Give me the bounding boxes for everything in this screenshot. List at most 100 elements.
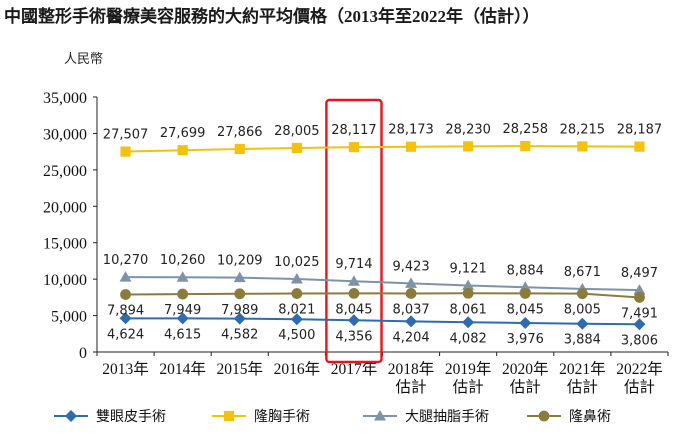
- data-label: 4,082: [450, 331, 487, 346]
- data-label: 4,500: [278, 328, 315, 343]
- data-label: 10,209: [217, 254, 263, 269]
- data-label: 28,215: [560, 122, 606, 137]
- y-tick-label: 10,000: [43, 272, 87, 289]
- data-label: 8,045: [335, 302, 372, 317]
- legend-label: 大腿抽脂手術: [405, 409, 489, 425]
- data-point: [176, 271, 189, 282]
- data-label: 8,061: [450, 302, 487, 317]
- legend-label: 隆胸手術: [254, 409, 310, 425]
- data-label: 9,714: [335, 257, 372, 272]
- data-point: [576, 288, 588, 300]
- y-tick-label: 0: [79, 345, 87, 362]
- data-label: 4,615: [164, 327, 201, 342]
- data-label: 4,624: [107, 327, 144, 342]
- legend-label: 隆鼻術: [569, 408, 611, 425]
- legend-marker: [374, 410, 386, 421]
- y-tick-label: 15,000: [43, 236, 87, 253]
- data-point: [120, 289, 131, 300]
- data-point: [177, 145, 188, 156]
- x-tick-label: 2017年: [331, 360, 378, 378]
- data-point: [291, 288, 303, 299]
- series-line: [125, 317, 640, 326]
- data-point: [463, 141, 474, 152]
- x-tick-label: 2014年: [159, 360, 206, 378]
- legend-item-3: 大腿抽脂手術: [363, 409, 489, 425]
- y-tick-label: 30,000: [43, 126, 87, 143]
- data-label: 27,699: [160, 126, 206, 141]
- legend-marker: [65, 410, 77, 422]
- data-label: 8,045: [507, 302, 544, 317]
- x-tick-label: 2022年估計: [616, 360, 663, 396]
- data-point: [405, 277, 418, 288]
- data-label: 8,884: [507, 263, 544, 278]
- data-point: [290, 313, 303, 326]
- data-point: [520, 141, 531, 152]
- data-point: [519, 287, 531, 299]
- legend-label: 雙眼皮手術: [96, 409, 166, 425]
- x-tick-label: 2013年: [102, 360, 149, 378]
- data-point: [576, 317, 589, 330]
- data-point: [405, 315, 418, 328]
- data-point: [462, 316, 475, 329]
- data-point: [119, 312, 132, 325]
- data-label: 10,260: [160, 253, 206, 268]
- data-label: 7,949: [164, 303, 201, 318]
- data-point: [634, 141, 645, 152]
- data-point: [347, 314, 360, 327]
- data-label: 8,005: [564, 303, 601, 318]
- data-point: [348, 142, 360, 153]
- legend-marker: [223, 410, 235, 422]
- data-label: 28,173: [388, 123, 434, 138]
- y-tick-label: 35,000: [43, 90, 87, 107]
- data-label: 8,671: [564, 265, 601, 280]
- data-point: [233, 312, 246, 325]
- data-label: 27,866: [217, 125, 263, 140]
- data-point: [519, 317, 532, 330]
- data-label: 8,497: [621, 266, 658, 281]
- data-label: 10,270: [103, 253, 149, 268]
- legend: 雙眼皮手術 隆胸手術 大腿抽脂手術 隆鼻術: [54, 408, 611, 425]
- data-point: [233, 271, 246, 283]
- data-label: 3,884: [564, 333, 601, 348]
- chart-title: 中國整形手術醫療美容服務的大約平均價格（2013年至2022年（估計））: [4, 6, 540, 26]
- x-tick-label: 2018年估計: [388, 360, 435, 396]
- data-label: 3,976: [507, 332, 544, 347]
- data-label: 28,230: [445, 122, 491, 137]
- data-label: 28,117: [331, 123, 377, 138]
- data-point: [347, 275, 360, 286]
- series-4: 7,894 7,949 7,989 8,021 8,045 8,037 8,061 8,045…: [107, 287, 658, 321]
- data-label: 4,356: [335, 329, 372, 344]
- highlight-rect: [325, 98, 383, 364]
- series-2: 27,507 27,699 27,866 28,005 28,117 28,173 28,2…: [103, 122, 662, 157]
- data-point: [405, 288, 417, 299]
- data-label: 7,989: [221, 303, 258, 318]
- data-label: 7,894: [107, 303, 144, 318]
- data-label: 7,491: [621, 306, 658, 321]
- data-point: [462, 279, 475, 291]
- data-point: [348, 287, 360, 299]
- x-tick-label: 2020年估計: [502, 360, 549, 396]
- data-point: [634, 292, 645, 303]
- legend-marker: [538, 410, 550, 422]
- x-tick-label: 2015年: [216, 360, 263, 378]
- legend-item-1: 雙眼皮手術: [54, 409, 166, 425]
- data-point: [120, 146, 131, 157]
- legend-item-4: 隆鼻術: [527, 408, 611, 425]
- data-point: [176, 312, 189, 325]
- legend-item-2: 隆胸手術: [212, 409, 310, 425]
- data-point: [577, 141, 588, 152]
- series-line: [125, 145, 640, 153]
- data-point: [234, 143, 245, 155]
- data-label: 28,005: [274, 124, 320, 139]
- series-layer: 4,624 4,615 4,582 4,500 4,356 4,204 4,082 3,976…: [103, 122, 662, 348]
- axes: 0 5,000 10,000 15,000 20,000 25,000 30,000 35,0…: [43, 90, 669, 396]
- data-point: [633, 284, 646, 295]
- data-label: 4,582: [221, 328, 258, 343]
- data-label: 10,025: [274, 255, 320, 270]
- x-tick-label: 2019年估計: [445, 360, 492, 396]
- data-label: 28,187: [617, 123, 663, 138]
- data-point: [290, 272, 303, 284]
- data-point: [119, 271, 132, 282]
- y-tick-label: 20,000: [43, 199, 87, 216]
